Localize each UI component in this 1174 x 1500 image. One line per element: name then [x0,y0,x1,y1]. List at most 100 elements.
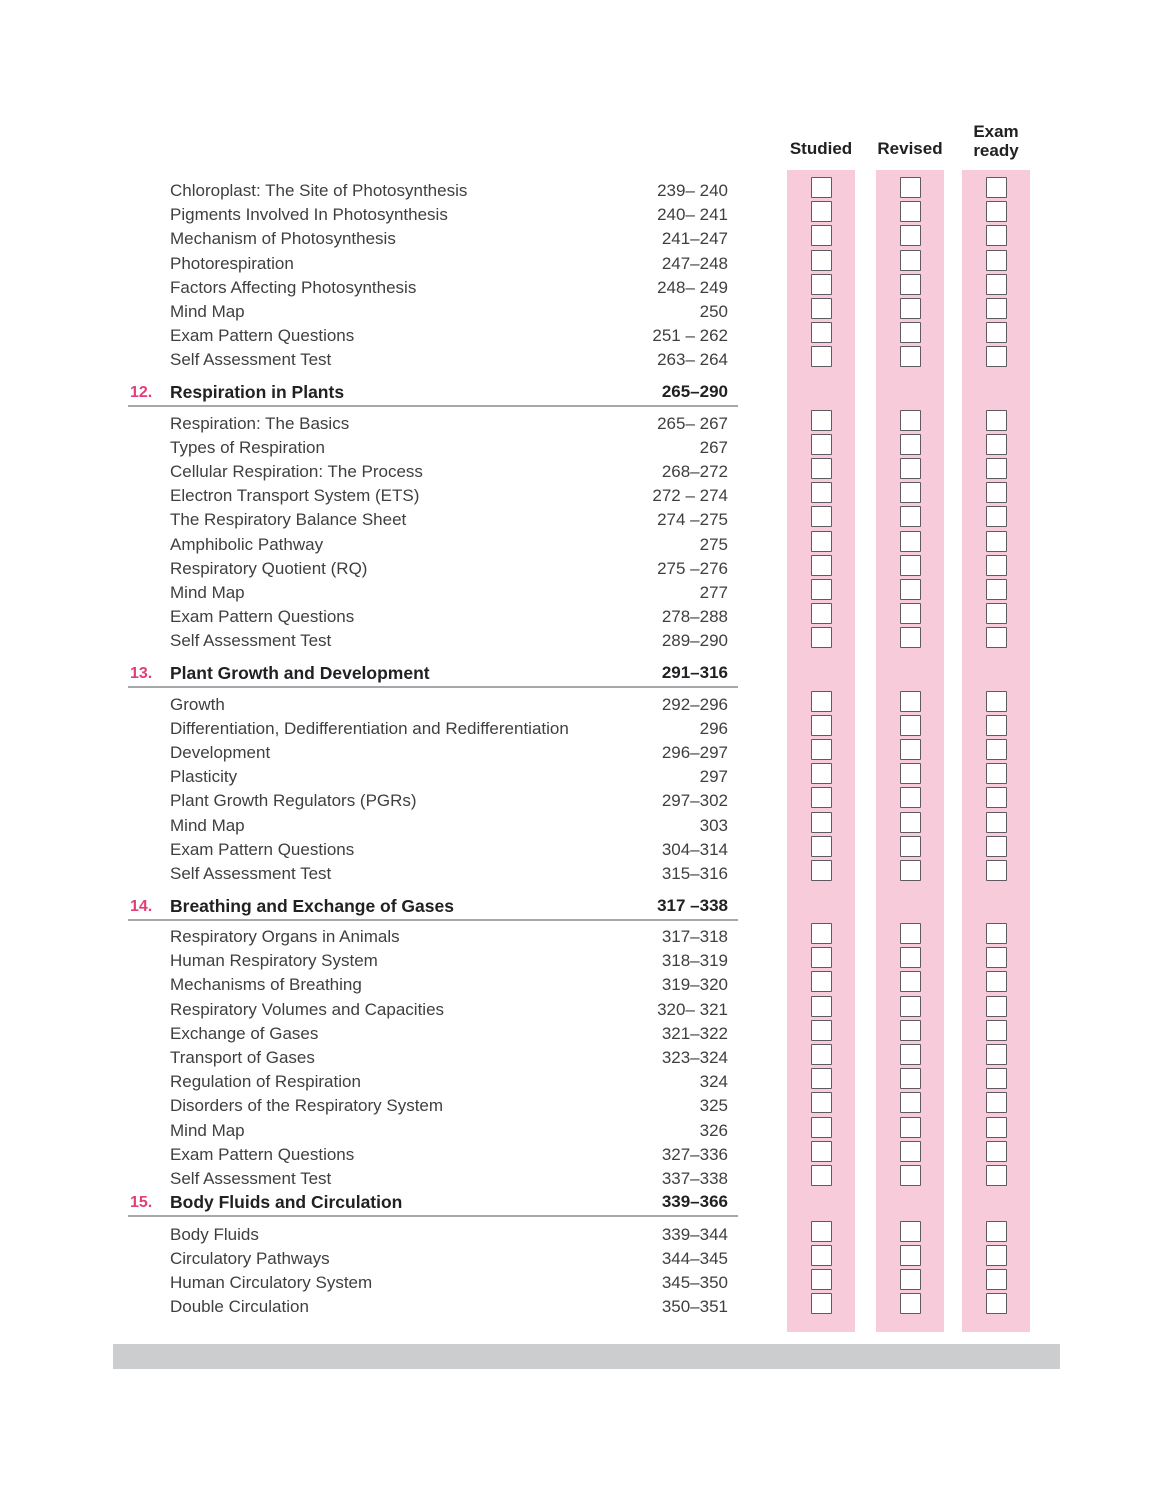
checkbox-studied[interactable] [810,1220,832,1242]
checkbox-exam-ready[interactable] [985,1019,1007,1041]
checkbox-exam-ready[interactable] [985,690,1007,712]
checkbox-exam-ready[interactable] [985,1092,1007,1114]
checkbox-exam-ready[interactable] [985,177,1007,198]
checkbox-revised[interactable] [899,603,921,625]
checkbox-studied[interactable] [810,1068,832,1090]
checkbox-revised[interactable] [899,1019,921,1041]
checkbox-exam-ready[interactable] [985,409,1007,431]
checkbox-exam-ready[interactable] [985,1044,1007,1065]
checkbox-studied[interactable] [810,603,832,625]
checkbox-exam-ready[interactable] [985,1268,1007,1290]
checkbox-exam-ready[interactable] [985,627,1007,649]
checkbox-revised[interactable] [899,1044,921,1065]
checkbox-exam-ready[interactable] [985,738,1007,760]
checkbox-revised[interactable] [899,811,921,833]
checkbox-exam-ready[interactable] [985,1068,1007,1090]
checkbox-exam-ready[interactable] [985,603,1007,625]
checkbox-studied[interactable] [810,346,832,368]
checkbox-exam-ready[interactable] [985,346,1007,368]
checkbox-revised[interactable] [899,1165,921,1186]
checkbox-exam-ready[interactable] [985,554,1007,576]
checkbox-revised[interactable] [899,995,921,1017]
checkbox-revised[interactable] [899,690,921,712]
checkbox-exam-ready[interactable] [985,923,1007,944]
checkbox-revised[interactable] [899,738,921,760]
checkbox-revised[interactable] [899,482,921,504]
checkbox-revised[interactable] [899,1140,921,1162]
checkbox-exam-ready[interactable] [985,787,1007,809]
checkbox-exam-ready[interactable] [985,714,1007,736]
checkbox-exam-ready[interactable] [985,859,1007,881]
checkbox-revised[interactable] [899,835,921,857]
checkbox-studied[interactable] [810,714,832,736]
checkbox-studied[interactable] [810,971,832,993]
checkbox-revised[interactable] [899,225,921,247]
checkbox-exam-ready[interactable] [985,947,1007,969]
checkbox-revised[interactable] [899,1293,921,1315]
checkbox-revised[interactable] [899,201,921,223]
checkbox-studied[interactable] [810,578,832,600]
checkbox-studied[interactable] [810,1140,832,1162]
checkbox-exam-ready[interactable] [985,201,1007,223]
checkbox-studied[interactable] [810,177,832,198]
checkbox-studied[interactable] [810,763,832,785]
checkbox-exam-ready[interactable] [985,971,1007,993]
checkbox-exam-ready[interactable] [985,1293,1007,1315]
checkbox-revised[interactable] [899,457,921,479]
checkbox-exam-ready[interactable] [985,1244,1007,1266]
checkbox-exam-ready[interactable] [985,811,1007,833]
checkbox-studied[interactable] [810,530,832,552]
checkbox-revised[interactable] [899,1068,921,1090]
checkbox-studied[interactable] [810,859,832,881]
checkbox-revised[interactable] [899,1268,921,1290]
checkbox-studied[interactable] [810,811,832,833]
checkbox-exam-ready[interactable] [985,1165,1007,1186]
checkbox-exam-ready[interactable] [985,995,1007,1017]
checkbox-revised[interactable] [899,530,921,552]
checkbox-studied[interactable] [810,1116,832,1138]
checkbox-revised[interactable] [899,177,921,198]
checkbox-exam-ready[interactable] [985,433,1007,455]
checkbox-revised[interactable] [899,627,921,649]
checkbox-revised[interactable] [899,409,921,431]
checkbox-studied[interactable] [810,1165,832,1186]
checkbox-revised[interactable] [899,971,921,993]
checkbox-studied[interactable] [810,1268,832,1290]
checkbox-revised[interactable] [899,763,921,785]
checkbox-revised[interactable] [899,554,921,576]
checkbox-studied[interactable] [810,787,832,809]
checkbox-studied[interactable] [810,482,832,504]
checkbox-exam-ready[interactable] [985,482,1007,504]
checkbox-studied[interactable] [810,923,832,944]
checkbox-revised[interactable] [899,1220,921,1242]
checkbox-exam-ready[interactable] [985,835,1007,857]
checkbox-revised[interactable] [899,249,921,271]
checkbox-revised[interactable] [899,859,921,881]
checkbox-revised[interactable] [899,1244,921,1266]
checkbox-revised[interactable] [899,787,921,809]
checkbox-studied[interactable] [810,835,832,857]
checkbox-studied[interactable] [810,627,832,649]
checkbox-revised[interactable] [899,506,921,528]
checkbox-studied[interactable] [810,1244,832,1266]
checkbox-exam-ready[interactable] [985,322,1007,344]
checkbox-studied[interactable] [810,995,832,1017]
checkbox-exam-ready[interactable] [985,530,1007,552]
checkbox-studied[interactable] [810,690,832,712]
checkbox-revised[interactable] [899,298,921,319]
checkbox-revised[interactable] [899,273,921,295]
checkbox-studied[interactable] [810,322,832,344]
checkbox-exam-ready[interactable] [985,763,1007,785]
checkbox-exam-ready[interactable] [985,1220,1007,1242]
checkbox-revised[interactable] [899,1116,921,1138]
checkbox-studied[interactable] [810,947,832,969]
checkbox-revised[interactable] [899,947,921,969]
checkbox-revised[interactable] [899,433,921,455]
checkbox-exam-ready[interactable] [985,225,1007,247]
checkbox-studied[interactable] [810,249,832,271]
checkbox-exam-ready[interactable] [985,273,1007,295]
checkbox-studied[interactable] [810,1293,832,1315]
checkbox-studied[interactable] [810,1092,832,1114]
checkbox-exam-ready[interactable] [985,298,1007,319]
checkbox-revised[interactable] [899,923,921,944]
